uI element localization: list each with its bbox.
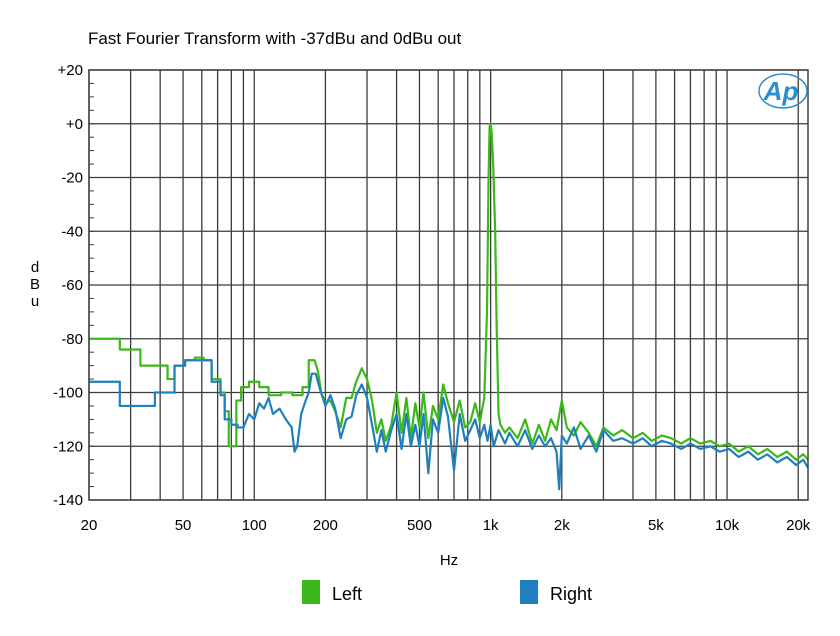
y-tick-label: -100: [53, 385, 83, 402]
x-tick-label: 20: [81, 517, 98, 534]
y-axis-title: dBu: [30, 259, 40, 310]
x-tick-label: 5k: [648, 517, 664, 534]
x-tick-label: 200: [313, 517, 338, 534]
legend-swatch: [302, 580, 320, 604]
y-tick-label: -20: [61, 170, 83, 187]
y-axis-title-char: u: [31, 293, 39, 310]
y-axis-title-char: d: [31, 259, 39, 276]
legend-swatch: [520, 580, 538, 604]
y-tick-label: +0: [66, 116, 83, 133]
ap-logo: Ap: [758, 73, 808, 109]
series-left-line: [89, 122, 809, 461]
x-tick-label: 2k: [554, 517, 570, 534]
plot-frame: [88, 69, 809, 501]
x-axis-title: Hz: [440, 552, 458, 569]
x-tick-label: 50: [175, 517, 192, 534]
series-right-line: [89, 359, 809, 491]
legend-label: Left: [332, 584, 362, 604]
x-tick-label: 10k: [715, 517, 740, 534]
legend: Left Right: [302, 580, 592, 604]
y-axis-title-char: B: [30, 276, 40, 293]
y-tick-label: -60: [61, 277, 83, 294]
tick-labels: +20 +0 -20 -40 -60 -80 -100 -120 -140 20 50 100 200 5…: [53, 62, 811, 534]
grid: [88, 69, 808, 501]
x-tick-label: 1k: [483, 517, 499, 534]
legend-item-left: Left: [302, 580, 362, 604]
y-tick-label: -120: [53, 438, 83, 455]
x-tick-label: 20k: [786, 517, 811, 534]
chart-title: Fast Fourier Transform with -37dBu and 0…: [88, 29, 462, 48]
y-tick-label: +20: [58, 62, 83, 79]
y-tick-label: -80: [61, 331, 83, 348]
ap-logo-text: Ap: [763, 76, 799, 106]
x-tick-label: 500: [407, 517, 432, 534]
legend-item-right: Right: [520, 580, 592, 604]
y-tick-label: -140: [53, 492, 83, 509]
series-layer: [89, 122, 809, 491]
y-tick-label: -40: [61, 223, 83, 240]
x-tick-label: 100: [242, 517, 267, 534]
legend-label: Right: [550, 584, 592, 604]
